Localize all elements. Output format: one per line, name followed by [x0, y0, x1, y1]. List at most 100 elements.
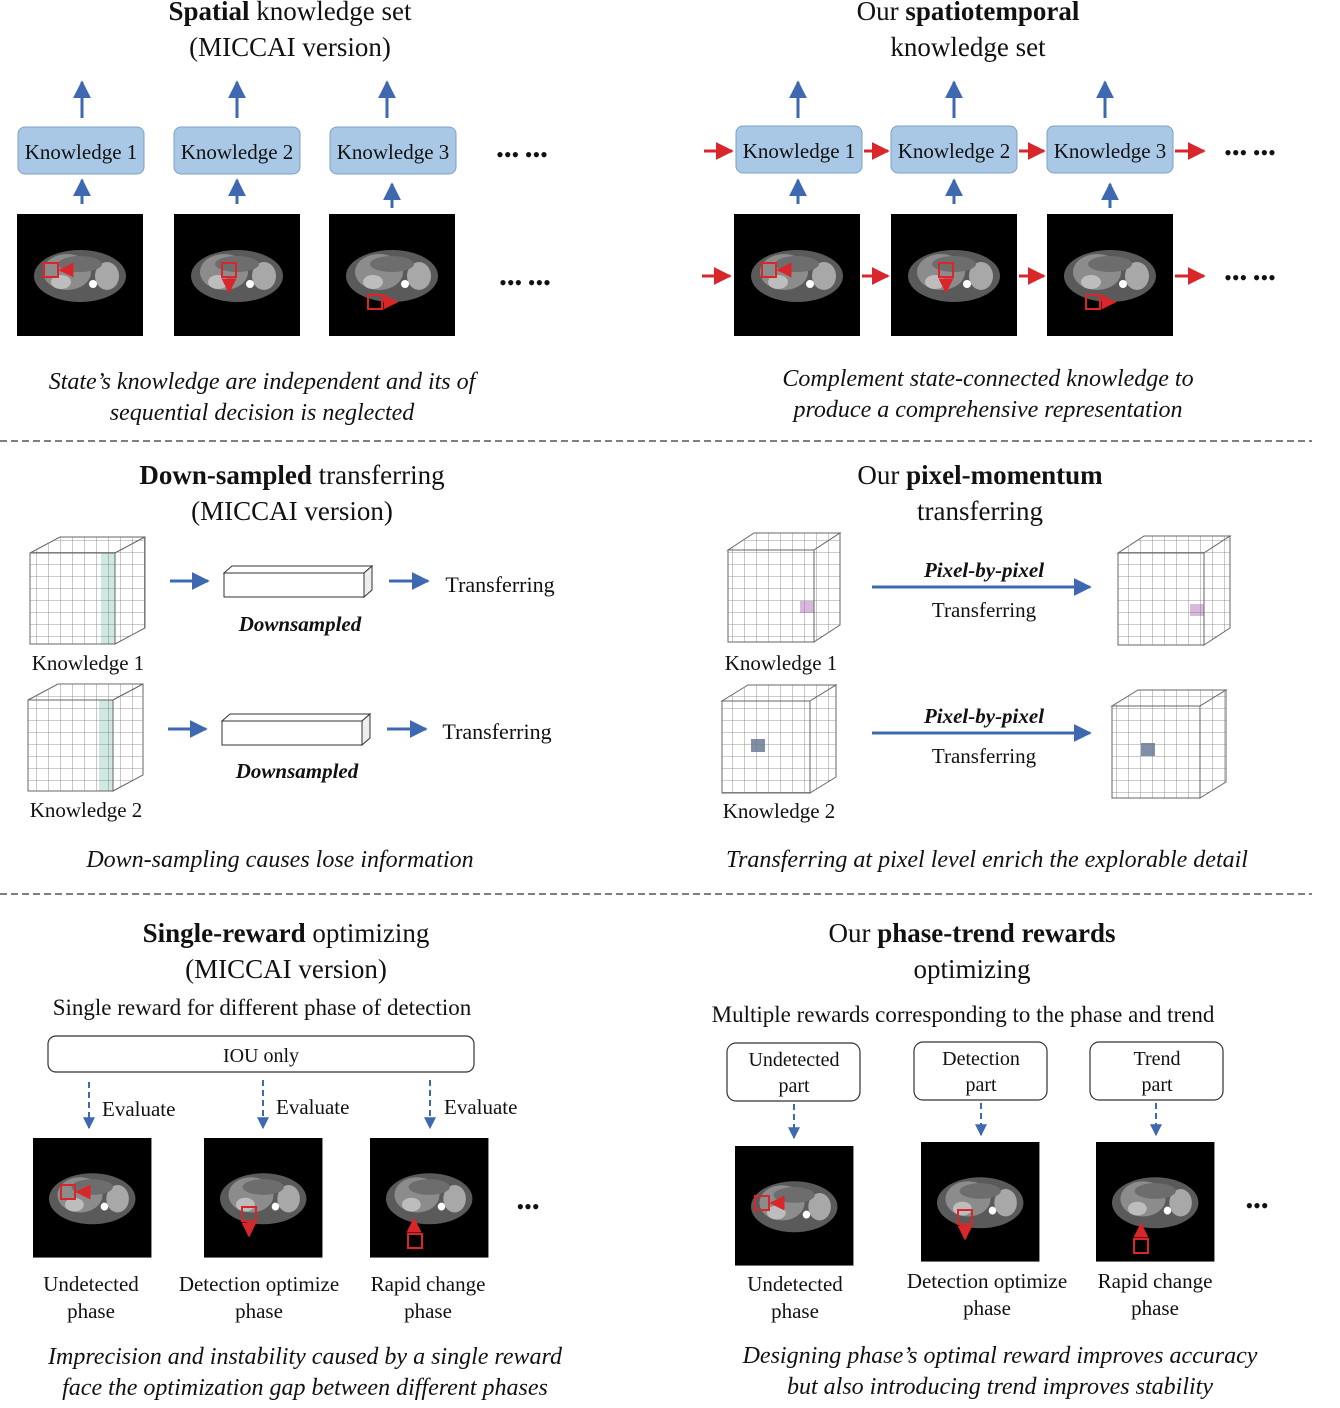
phase-label: Rapid change: [1098, 1269, 1213, 1293]
phase-label: Rapid change: [371, 1272, 486, 1296]
pixel-momentum-caption: Transferring at pixel level enrich the e…: [726, 847, 1248, 873]
pixel-knowledge-label: Knowledge 2: [723, 799, 836, 823]
phase-label: phase: [771, 1299, 819, 1323]
phase-trend-description: Multiple rewards corresponding to the ph…: [712, 1002, 1215, 1027]
spatial-subtitle: (MICCAI version): [189, 32, 391, 62]
mri-slice-image: [734, 214, 860, 336]
mri-slice-image: [1096, 1142, 1215, 1262]
spatiotemporal-caption-line2: produce a comprehensive representation: [791, 397, 1182, 423]
downsampled-title: Down-sampled transferring: [139, 460, 444, 490]
reward-box: [913, 1041, 1048, 1101]
phase-label: Detection optimize: [179, 1272, 339, 1296]
spatial-title: Spatial knowledge set: [169, 0, 412, 26]
iou-only-box: [47, 1035, 475, 1073]
single-reward-subtitle: (MICCAI version): [185, 954, 387, 984]
phase-label: Undetected: [43, 1272, 139, 1296]
spatiotemporal-knowledge-3: Knowledge 3: [1046, 80, 1174, 336]
phase-trend-panel: Our phase-trend rewards optimizing Multi…: [712, 918, 1269, 1400]
single-reward-description: Single reward for different phase of det…: [53, 995, 472, 1020]
reward-box-label: Detection: [942, 1048, 1020, 1070]
downsampled-bar: [220, 712, 372, 747]
phase-trend-subtitle: optimizing: [914, 954, 1031, 984]
downsampled-knowledge-label: Knowledge 1: [32, 651, 145, 675]
downsampled-label: Downsampled: [235, 759, 359, 783]
reward-box-label: Trend: [1133, 1048, 1180, 1070]
phase-label: phase: [963, 1296, 1011, 1320]
single-reward-caption-line1: Imprecision and instability caused by a …: [47, 1344, 563, 1370]
continuation-dots: ••• •••: [1224, 265, 1276, 290]
downsampled-panel: Down-sampled transferring (MICCAI versio…: [27, 460, 555, 873]
spatiotemporal-knowledge-1: Knowledge 1: [734, 80, 863, 336]
transferring-label: Transferring: [442, 719, 551, 744]
continuation-dots: ••• •••: [1224, 140, 1276, 165]
knowledge-cube: [29, 536, 146, 645]
reward-box-label: part: [965, 1074, 997, 1096]
continuation-dots: •••: [1245, 1193, 1268, 1218]
pixel-momentum-title: Our pixel-momentum: [857, 460, 1103, 490]
transferred-cube: [1110, 689, 1228, 799]
evaluate-label: Evaluate: [444, 1095, 517, 1119]
single-reward-title: Single-reward optimizing: [143, 918, 430, 948]
spatial-caption-line1: State’s knowledge are independent and it…: [49, 369, 479, 395]
spatiotemporal-subtitle: knowledge set: [890, 32, 1046, 62]
pixel-momentum-subtitle: transferring: [917, 496, 1043, 526]
spatial-knowledge-3: Knowledge 3: [329, 80, 457, 336]
pixel-by-pixel-label: Pixel-by-pixel: [923, 704, 1044, 728]
pixel-knowledge-label: Knowledge 1: [725, 651, 838, 675]
spatial-knowledge-label: Knowledge 2: [181, 140, 294, 164]
spatiotemporal-title: Our spatiotemporal: [857, 0, 1080, 26]
spatiotemporal-knowledge-2: Knowledge 2: [890, 80, 1018, 336]
phase-trend-title: Our phase-trend rewards: [828, 918, 1115, 948]
spatiotemporal-caption-line1: Complement state-connected knowledge to: [782, 366, 1193, 392]
reward-box-label: part: [778, 1075, 810, 1097]
downsampled-caption: Down-sampling causes lose information: [85, 847, 473, 873]
knowledge-cube: [27, 683, 144, 792]
mri-slice-image: [33, 1138, 152, 1258]
downsampled-knowledge-label: Knowledge 2: [30, 798, 143, 822]
transferring-label: Transferring: [445, 572, 554, 597]
phase-label: Detection optimize: [907, 1269, 1067, 1293]
continuation-dots: •••: [516, 1194, 539, 1219]
phase-label: Undetected: [747, 1272, 843, 1296]
spatial-knowledge-1: Knowledge 1: [17, 80, 145, 336]
phase-label: phase: [67, 1299, 115, 1323]
downsampled-label: Downsampled: [238, 612, 362, 636]
downsampled-subtitle: (MICCAI version): [191, 496, 393, 526]
continuation-dots: ••• •••: [499, 270, 551, 295]
spatial-knowledge-label: Knowledge 3: [337, 140, 450, 164]
downsampled-bar: [222, 564, 374, 599]
transferred-cube: [1116, 535, 1232, 646]
single-reward-panel: Single-reward optimizing (MICCAI version…: [33, 918, 563, 1401]
continuation-dots: ••• •••: [496, 142, 548, 167]
spatiotemporal-knowledge-label: Knowledge 3: [1054, 139, 1167, 163]
single-reward-caption-line2: face the optimization gap between differ…: [62, 1375, 548, 1401]
mri-slice-image: [17, 214, 143, 336]
pixel-by-pixel-label: Pixel-by-pixel: [923, 558, 1044, 582]
reward-box: [1089, 1041, 1224, 1101]
knowledge-cube: [720, 684, 838, 794]
reward-box-label: Undetected: [748, 1049, 839, 1071]
spatial-knowledge-2: Knowledge 2: [173, 80, 301, 336]
evaluate-label: Evaluate: [102, 1097, 175, 1121]
mri-slice-image: [1047, 214, 1173, 336]
knowledge-cube: [726, 532, 842, 643]
mri-slice-image: [204, 1138, 323, 1258]
evaluate-label: Evaluate: [276, 1095, 349, 1119]
spatial-knowledge-label: Knowledge 1: [25, 140, 138, 164]
mri-slice-image: [329, 214, 455, 336]
reward-box-label: part: [1141, 1074, 1173, 1096]
transferring-label: Transferring: [932, 744, 1037, 768]
spatiotemporal-knowledge-label: Knowledge 1: [743, 139, 856, 163]
phase-label: phase: [1131, 1296, 1179, 1320]
spatiotemporal-knowledge-label: Knowledge 2: [898, 139, 1011, 163]
spatiotemporal-panel: Our spatiotemporal knowledge set Knowled…: [702, 0, 1276, 423]
pixel-momentum-panel: Our pixel-momentum transferring Knowledg…: [720, 460, 1248, 873]
mri-slice-image: [921, 1142, 1040, 1262]
transferring-label: Transferring: [932, 598, 1037, 622]
reward-box: [726, 1042, 861, 1102]
phase-label: phase: [404, 1299, 452, 1323]
phase-trend-caption-line2: but also introducing trend improves stab…: [787, 1374, 1213, 1400]
phase-label: phase: [235, 1299, 283, 1323]
spatial-caption-line2: sequential decision is neglected: [110, 400, 416, 426]
